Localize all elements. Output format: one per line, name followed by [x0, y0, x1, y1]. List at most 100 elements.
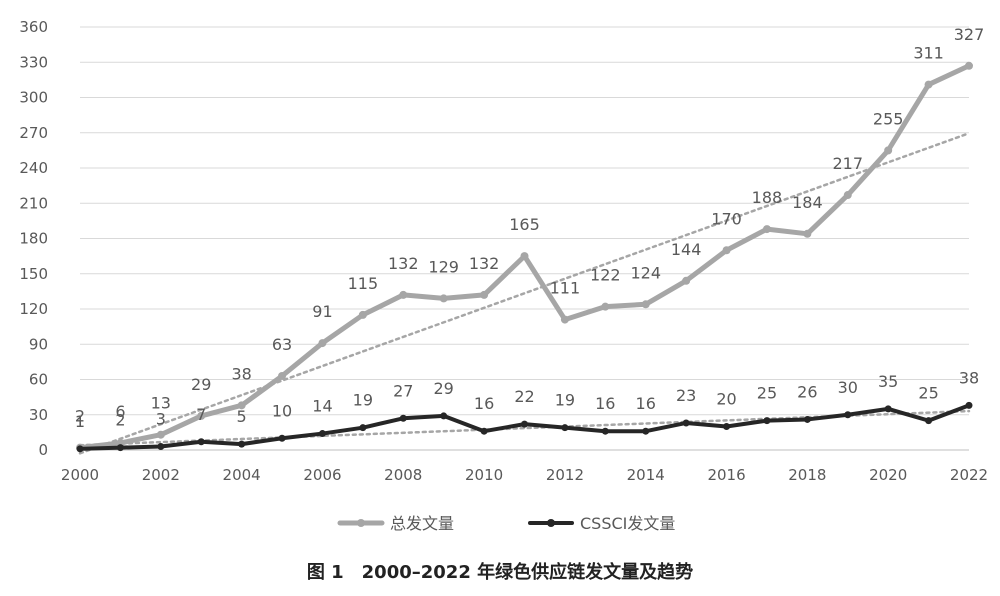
y-tick-label: 330	[19, 53, 48, 71]
series-lines	[76, 61, 973, 453]
data-point	[318, 430, 326, 438]
data-point	[682, 276, 691, 285]
data-label: 25	[918, 384, 938, 403]
data-label: 22	[514, 387, 534, 406]
data-point	[439, 294, 448, 303]
data-label: 23	[676, 386, 696, 405]
data-label: 124	[630, 263, 661, 282]
data-label: 63	[272, 335, 292, 354]
data-label: 19	[555, 391, 575, 410]
legend-marker	[357, 519, 365, 527]
data-point	[399, 414, 407, 422]
legend-label: 总发文量	[390, 514, 454, 533]
x-tick-label: 2020	[869, 466, 907, 484]
x-tick-label: 2008	[384, 466, 422, 484]
data-point	[641, 300, 650, 309]
data-point	[197, 438, 205, 446]
x-tick-label: 2004	[223, 466, 261, 484]
data-label: 35	[878, 372, 898, 391]
y-tick-label: 0	[38, 441, 48, 459]
data-point	[763, 417, 771, 425]
data-label: 1	[75, 412, 85, 431]
data-label: 165	[509, 215, 540, 234]
data-point	[723, 423, 731, 430]
x-tick-label: 2002	[142, 466, 180, 484]
data-label: 327	[954, 25, 985, 44]
y-axis-ticks: 0 30 60 90 120 150 180 210 240 270 300 330 360	[19, 18, 48, 459]
x-axis-ticks: 2000 2002 2004 2006 2008 2010 2012 2014 2016 2018…	[61, 466, 988, 484]
data-point	[480, 290, 489, 299]
data-point	[76, 445, 84, 453]
grid-lines	[80, 26, 969, 451]
data-label: 30	[838, 378, 858, 397]
data-label: 3	[156, 409, 166, 428]
data-label: 170	[711, 209, 742, 228]
data-point	[843, 191, 852, 200]
data-label: 29	[191, 375, 211, 394]
data-label: 115	[348, 274, 379, 293]
data-label: 132	[469, 254, 500, 273]
x-tick-label: 2012	[546, 466, 584, 484]
data-label: 6	[115, 402, 125, 421]
data-label: 144	[671, 240, 702, 259]
data-point	[642, 427, 650, 435]
legend: 总发文量 CSSCI发文量	[337, 514, 675, 533]
x-tick-label: 2006	[303, 466, 341, 484]
data-point	[762, 225, 771, 234]
data-point	[399, 290, 408, 299]
data-point	[521, 420, 528, 428]
data-label: 10	[272, 401, 292, 420]
data-label: 25	[757, 384, 777, 403]
data-point	[116, 444, 124, 452]
data-label: 27	[393, 381, 413, 400]
y-tick-label: 90	[29, 335, 48, 353]
data-label: 129	[428, 257, 459, 276]
y-tick-label: 150	[19, 265, 48, 283]
data-point	[561, 424, 569, 432]
legend-marker	[547, 519, 555, 527]
data-label: 188	[752, 188, 783, 207]
data-point	[924, 80, 933, 89]
data-point	[803, 229, 812, 238]
data-point	[237, 401, 246, 410]
data-label: 14	[312, 397, 332, 416]
legend-label: CSSCI发文量	[580, 514, 675, 533]
data-label: 184	[792, 193, 823, 212]
figure-caption: 图 1 2000–2022 年绿色供应链发文量及趋势	[307, 561, 693, 583]
data-point	[925, 417, 933, 425]
x-tick-label: 2018	[788, 466, 826, 484]
x-tick-label: 2000	[61, 466, 99, 484]
data-point	[440, 412, 448, 420]
legend-item-1: CSSCI发文量	[528, 514, 675, 533]
data-point	[359, 424, 367, 432]
data-point	[278, 371, 287, 380]
data-point	[156, 430, 165, 439]
data-label: 20	[716, 390, 736, 409]
y-tick-label: 270	[19, 124, 48, 142]
x-tick-label: 2010	[465, 466, 503, 484]
data-label: 38	[231, 364, 251, 383]
data-label: 311	[913, 44, 944, 63]
data-label: 16	[474, 394, 494, 413]
y-tick-label: 240	[19, 159, 48, 177]
data-point	[197, 411, 206, 420]
y-tick-label: 120	[19, 300, 48, 318]
data-point	[238, 440, 246, 448]
data-point	[884, 146, 893, 155]
data-point	[318, 339, 327, 348]
data-point	[803, 415, 811, 423]
data-label: 91	[312, 302, 332, 321]
data-point	[844, 411, 852, 419]
data-point	[722, 246, 731, 255]
y-tick-label: 300	[19, 89, 48, 107]
data-label: 132	[388, 254, 419, 273]
data-point	[157, 442, 165, 450]
x-tick-label: 2022	[950, 466, 988, 484]
data-label: 7	[196, 405, 206, 424]
data-label: 16	[636, 394, 656, 413]
data-point	[601, 427, 609, 435]
data-label: 111	[550, 279, 581, 298]
y-tick-label: 60	[29, 371, 48, 389]
